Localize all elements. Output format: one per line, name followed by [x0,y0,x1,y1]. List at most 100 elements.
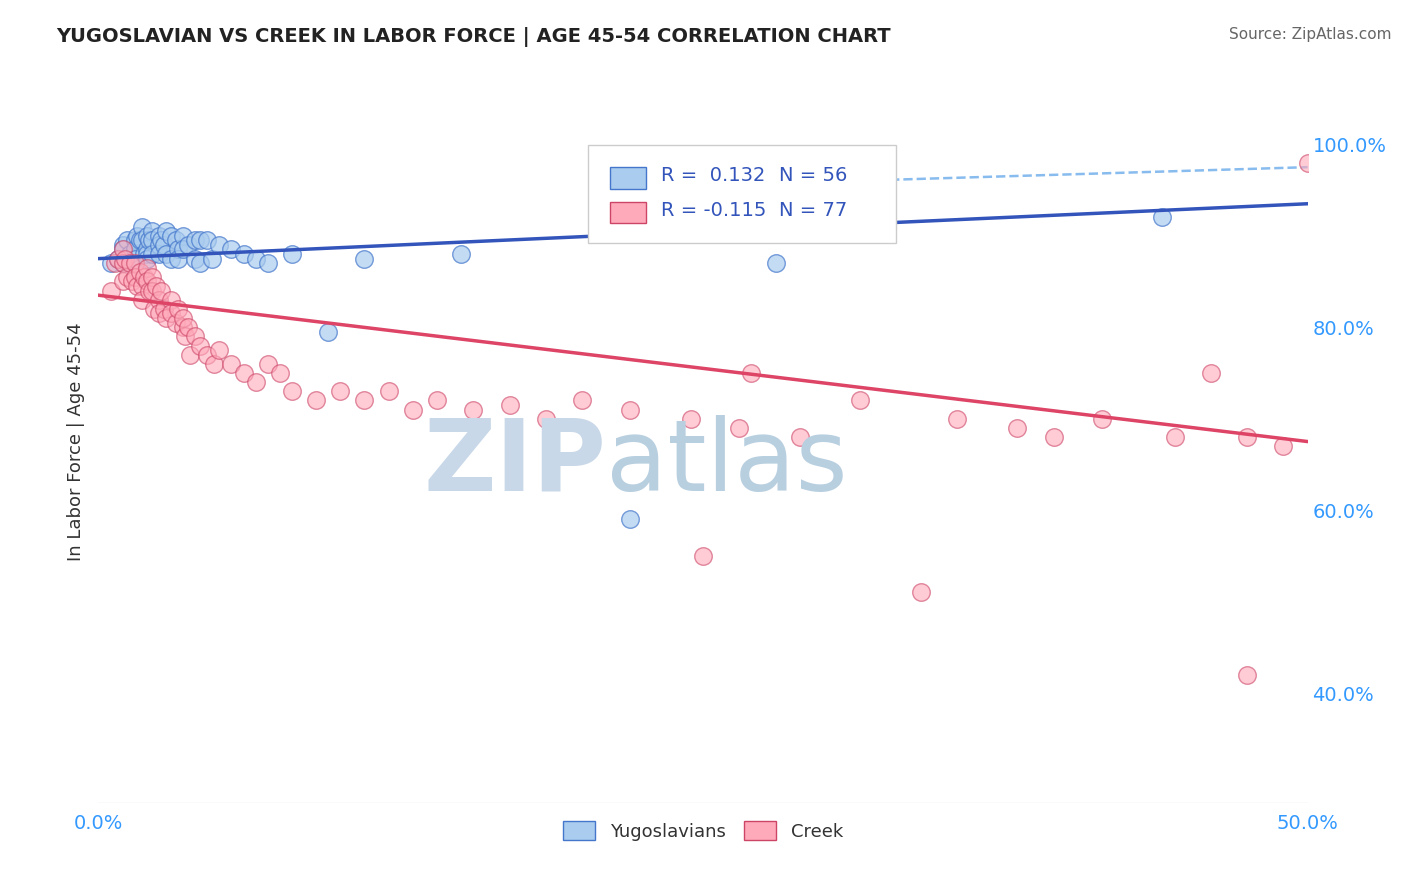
Point [121,275,143,289]
Point [498,398,520,412]
Point [679,411,702,425]
Point [118,247,141,261]
Point [1042,430,1064,444]
Point [124,252,146,266]
Point [135,228,157,243]
FancyBboxPatch shape [610,167,647,189]
Point [174,329,197,343]
Point [141,247,163,261]
Point [789,430,811,444]
Point [402,402,425,417]
Point [152,238,174,252]
Point [692,549,714,563]
Point [221,357,243,371]
Point [135,243,157,257]
Point [571,393,593,408]
Point [1272,439,1295,453]
Point [148,293,170,307]
Point [117,233,139,247]
Point [463,402,485,417]
Point [160,306,183,320]
Point [150,284,173,298]
Point [1236,667,1258,681]
Point [184,233,207,247]
Point [111,256,134,270]
Point [305,393,328,408]
Point [148,228,170,243]
Point [148,247,170,261]
Point [107,252,129,266]
Point [167,252,190,266]
Legend: Yugoslavians, Creek: Yugoslavians, Creek [555,814,851,848]
Point [155,247,177,261]
Point [135,275,157,289]
Point [172,311,194,326]
Point [111,238,134,252]
Point [141,284,163,298]
Point [131,279,153,293]
Point [208,343,231,357]
Point [377,384,399,399]
Text: R =  0.132: R = 0.132 [661,166,765,186]
Point [195,348,218,362]
Point [124,269,146,284]
Text: R = -0.115: R = -0.115 [661,201,766,219]
Point [165,316,187,330]
Text: N = 77: N = 77 [779,201,848,219]
Point [111,275,134,289]
Point [135,247,157,261]
Point [135,252,157,266]
Point [619,512,641,526]
Point [849,393,872,408]
Point [172,320,194,334]
Point [165,233,187,247]
Point [256,256,278,270]
Point [141,233,163,247]
Text: ZIP: ZIP [423,415,606,512]
Point [910,585,932,599]
Point [221,243,243,257]
Point [1152,211,1174,225]
Point [152,301,174,316]
Point [353,252,375,266]
Text: YUGOSLAVIAN VS CREEK IN LABOR FORCE | AGE 45-54 CORRELATION CHART: YUGOSLAVIAN VS CREEK IN LABOR FORCE | AG… [56,27,891,46]
Point [195,233,218,247]
Point [124,233,146,247]
Point [148,238,170,252]
Point [188,338,211,352]
Point [141,224,163,238]
Point [127,228,149,243]
Point [131,233,153,247]
Text: N = 56: N = 56 [779,166,848,186]
FancyBboxPatch shape [610,202,647,223]
Point [107,252,129,266]
Point [184,329,207,343]
Point [172,228,194,243]
Point [269,366,291,380]
Point [329,384,352,399]
Point [1163,430,1185,444]
Point [134,269,156,284]
Point [728,421,751,435]
Point [204,357,226,371]
Point [117,269,139,284]
Point [450,247,472,261]
Point [1296,155,1319,169]
Point [111,256,134,270]
Point [155,224,177,238]
Point [138,233,160,247]
Point [1007,421,1029,435]
Point [143,301,166,316]
Point [281,384,304,399]
Point [167,243,190,257]
Point [177,238,200,252]
Point [155,311,177,326]
Point [114,252,136,266]
Point [208,238,231,252]
Point [100,256,122,270]
Point [141,269,163,284]
Point [131,219,153,234]
Point [188,233,211,247]
Point [426,393,449,408]
Point [128,265,150,279]
